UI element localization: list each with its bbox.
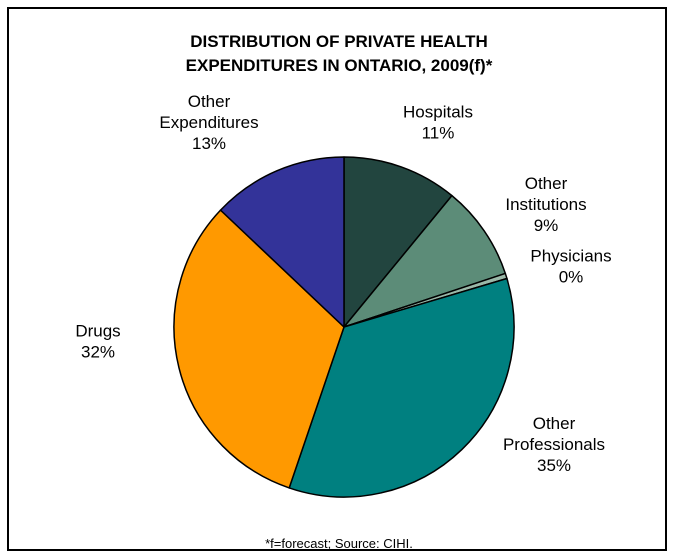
slice-label-drugs: Drugs 32% <box>75 322 120 362</box>
slice-label-other-professionals: Other Professionals 35% <box>503 414 605 475</box>
pie-slice-drugs <box>173 209 345 489</box>
pie-slice-other-expenditures <box>219 156 345 328</box>
chart-title-line-2: EXPENDITURES IN ONTARIO, 2009(f)* <box>185 56 493 75</box>
slice-label-other-expenditures: Other Expenditures 13% <box>159 92 258 153</box>
chart-title-line-1: DISTRIBUTION OF PRIVATE HEALTH <box>190 32 488 51</box>
slice-label-other-institutions: Other Institutions 9% <box>505 174 586 235</box>
slice-label-physicians: Physicians 0% <box>530 247 611 287</box>
chart-title: DISTRIBUTION OF PRIVATE HEALTH EXPENDITU… <box>0 30 678 78</box>
slice-label-hospitals: Hospitals 11% <box>403 103 473 143</box>
chart-footnote: *f=forecast; Source: CIHI. <box>265 536 413 551</box>
pie-slice-other-institutions <box>343 194 507 328</box>
pie-slice-hospitals <box>343 156 453 328</box>
pie-slice-other-professionals <box>288 277 515 498</box>
